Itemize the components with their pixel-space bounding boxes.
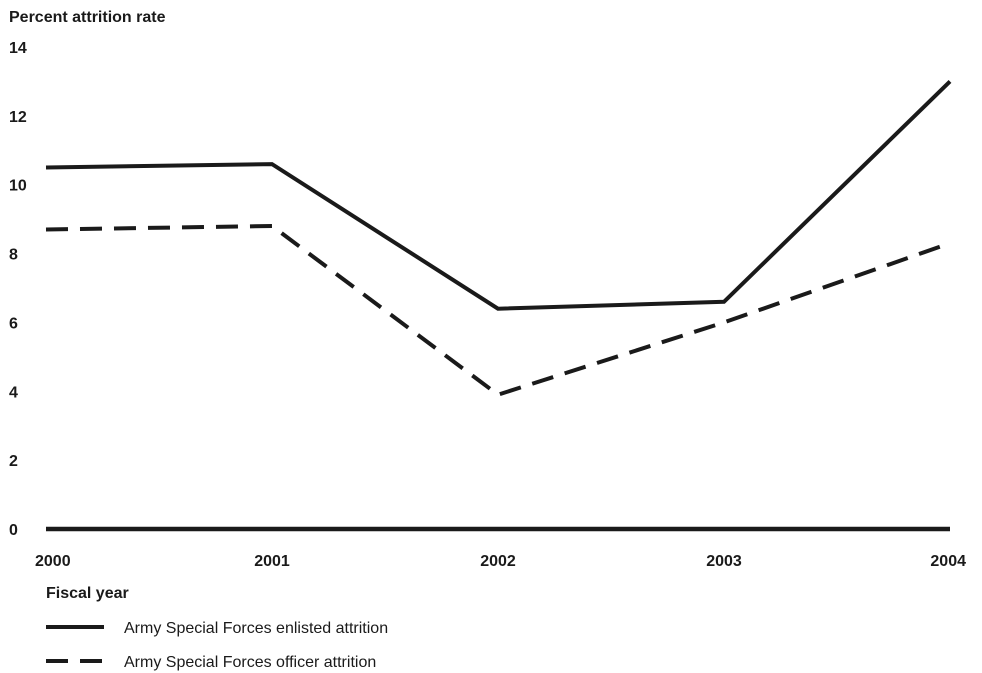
x-tick-label: 2001 [254,553,290,570]
x-tick-label: 2004 [930,553,966,570]
series-line-officer [45,223,951,397]
series-lines [45,79,952,397]
series-line-enlisted [45,79,952,311]
y-axis-title: Percent attrition rate [9,9,166,26]
legend-label-enlisted: Army Special Forces enlisted attrition [124,620,388,637]
x-tick-label: 2003 [706,553,742,570]
y-tick-label: 0 [9,522,18,539]
y-tick-label: 6 [9,315,18,332]
x-tick-labels: 2000 2001 2002 2003 2004 [35,553,966,570]
legend: Army Special Forces enlisted attrition A… [46,620,388,671]
y-tick-label: 2 [9,453,18,470]
x-axis-title: Fiscal year [46,585,129,602]
x-tick-label: 2002 [480,553,516,570]
x-tick-label: 2000 [35,553,71,570]
y-tick-label: 8 [9,247,18,264]
y-tick-labels: 0 2 4 6 8 10 12 14 [9,40,27,539]
y-tick-label: 14 [9,40,27,57]
y-tick-label: 10 [9,178,27,195]
legend-label-officer: Army Special Forces officer attrition [124,654,376,671]
y-tick-label: 12 [9,109,27,126]
y-tick-label: 4 [9,384,18,401]
